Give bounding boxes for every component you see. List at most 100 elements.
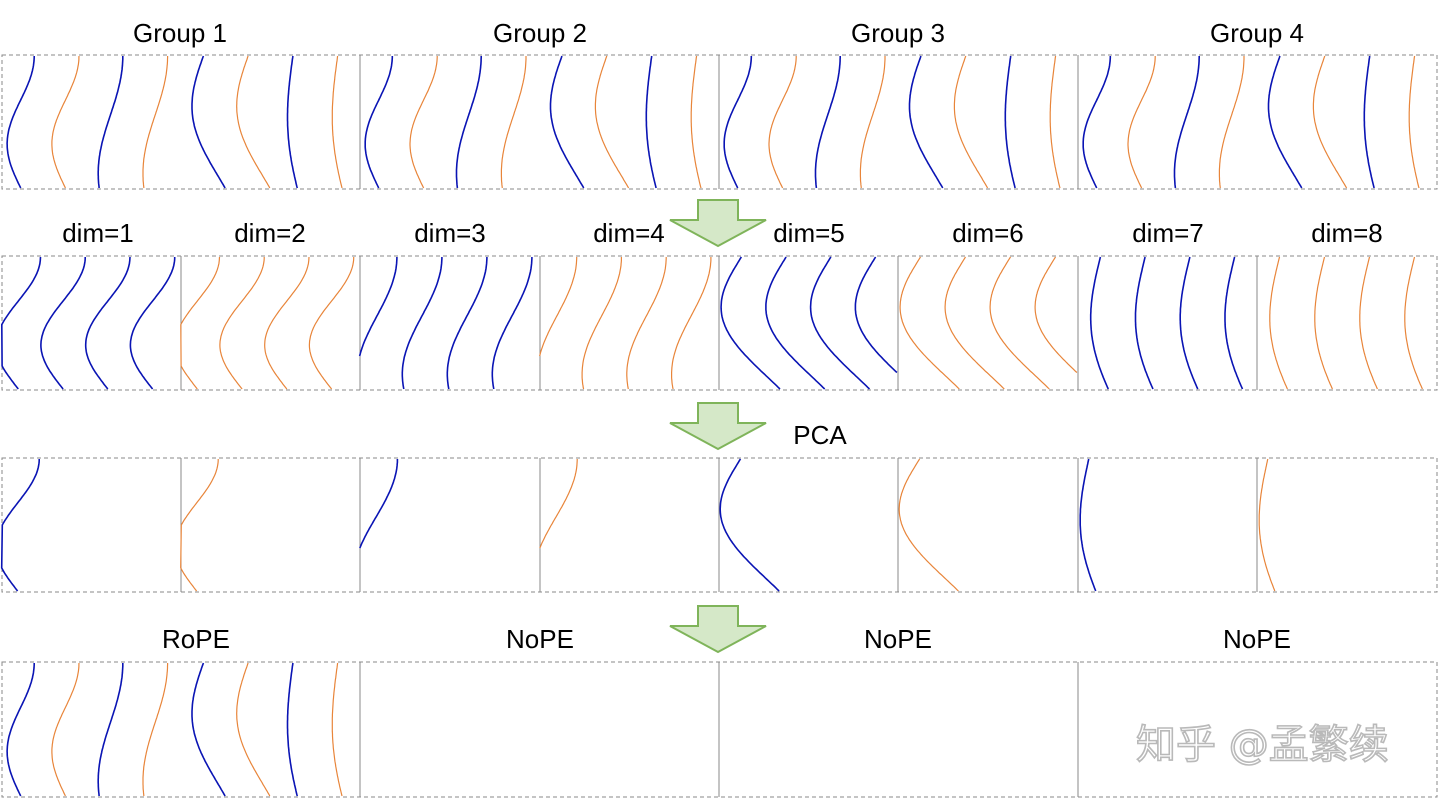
blue-curve (723, 56, 753, 189)
blue-curve (191, 55, 226, 189)
group-2-label: Group 2 (493, 18, 587, 48)
blue-curve (84, 256, 131, 390)
orange-curve (539, 257, 578, 357)
blue-curve (97, 663, 124, 797)
groups-curve-panel (1, 54, 1438, 190)
blue-curve (1079, 458, 1097, 592)
orange-curve (1269, 256, 1288, 390)
orange-curve (1312, 55, 1348, 189)
blue-curve (1224, 256, 1244, 390)
blue-curve (129, 257, 176, 390)
orange-curve (219, 257, 265, 390)
dim-3-label: dim=3 (414, 218, 486, 248)
orange-curve (539, 459, 578, 549)
blue-curve (191, 662, 226, 797)
blue-curve (854, 256, 898, 374)
blue-curve (358, 257, 398, 357)
orange-curve (142, 663, 169, 797)
orange-curve (180, 459, 219, 592)
orange-curve (331, 662, 343, 797)
blue-curve (286, 662, 299, 797)
blue-curve (446, 257, 488, 390)
pca-curve-panel (0, 457, 1438, 593)
orange-curve (236, 55, 271, 189)
blue-curve (97, 56, 124, 189)
orange-curve (1314, 256, 1333, 390)
blue-curve (1173, 56, 1200, 189)
orange-curve (626, 257, 667, 390)
blue-curve (286, 55, 299, 189)
blue-curve (40, 257, 86, 390)
orange-curve (180, 256, 221, 390)
blue-curve (1004, 55, 1016, 189)
orange-curve (899, 256, 960, 390)
dim-7-label: dim=7 (1132, 218, 1204, 248)
rope-label: RoPE (162, 624, 230, 654)
dims-curve-panel (0, 255, 1438, 391)
orange-curve (898, 458, 959, 592)
final-row: RoPE NoPE NoPE NoPE (1, 624, 1438, 798)
orange-curve (594, 55, 630, 189)
blue-curve (549, 55, 585, 189)
dim-1-label: dim=1 (62, 218, 134, 248)
orange-curve (1359, 256, 1378, 390)
blue-curve (720, 256, 781, 390)
blue-curve (0, 459, 40, 592)
blue-curve (1363, 55, 1375, 189)
down-arrow-icon (669, 199, 767, 248)
dim-6-label: dim=6 (952, 218, 1024, 248)
nope-label-2: NoPE (864, 624, 932, 654)
blue-curve (1179, 256, 1199, 390)
orange-curve (944, 256, 1005, 390)
blue-curve (645, 55, 657, 189)
orange-curve (671, 257, 712, 390)
blue-curve (1134, 256, 1154, 390)
watermark: 知乎 @孟繁续 (1136, 722, 1389, 768)
nope-label-1: NoPE (506, 624, 574, 654)
blue-curve (401, 257, 443, 390)
blue-curve (455, 56, 482, 189)
dim-5-label: dim=5 (773, 218, 845, 248)
blue-curve (719, 458, 780, 592)
blue-curve (1267, 55, 1303, 189)
group-3-label: Group 3 (851, 18, 945, 48)
blue-curve (765, 256, 826, 390)
blue-curve (359, 459, 399, 549)
blue-curve (6, 663, 35, 797)
blue-curve (809, 256, 871, 390)
orange-curve (1034, 256, 1078, 373)
pca-label: PCA (793, 420, 847, 450)
group-1-label: Group 1 (133, 18, 227, 48)
orange-curve (409, 56, 438, 189)
orange-curve (500, 56, 527, 189)
orange-curve (1049, 55, 1061, 189)
blue-curve (0, 256, 42, 390)
blue-curve (814, 56, 841, 189)
orange-curve (1408, 55, 1420, 189)
blue-curve (6, 56, 35, 189)
group-4-label: Group 4 (1210, 18, 1304, 48)
orange-curve (331, 55, 343, 189)
orange-curve (690, 55, 702, 189)
dims-row: dim=1 dim=2 dim=3 dim=4 dim=5 dim=6 dim=… (0, 218, 1438, 391)
orange-curve (1127, 56, 1156, 189)
blue-curve (364, 56, 394, 189)
orange-curve (1218, 56, 1245, 189)
orange-curve (1258, 458, 1276, 592)
dim-4-label: dim=4 (593, 218, 665, 248)
orange-curve (51, 55, 80, 189)
orange-curve (308, 257, 355, 390)
blue-curve (908, 55, 944, 189)
orange-curve (51, 662, 80, 797)
nope-label-3: NoPE (1223, 624, 1291, 654)
orange-curve (236, 662, 271, 797)
orange-curve (989, 256, 1050, 390)
orange-curve (264, 256, 310, 390)
blue-curve (1089, 256, 1110, 390)
orange-curve (768, 56, 797, 189)
blue-curve (1082, 56, 1112, 189)
dim-2-label: dim=2 (234, 218, 306, 248)
dim-8-label: dim=8 (1311, 218, 1383, 248)
orange-curve (142, 56, 169, 189)
